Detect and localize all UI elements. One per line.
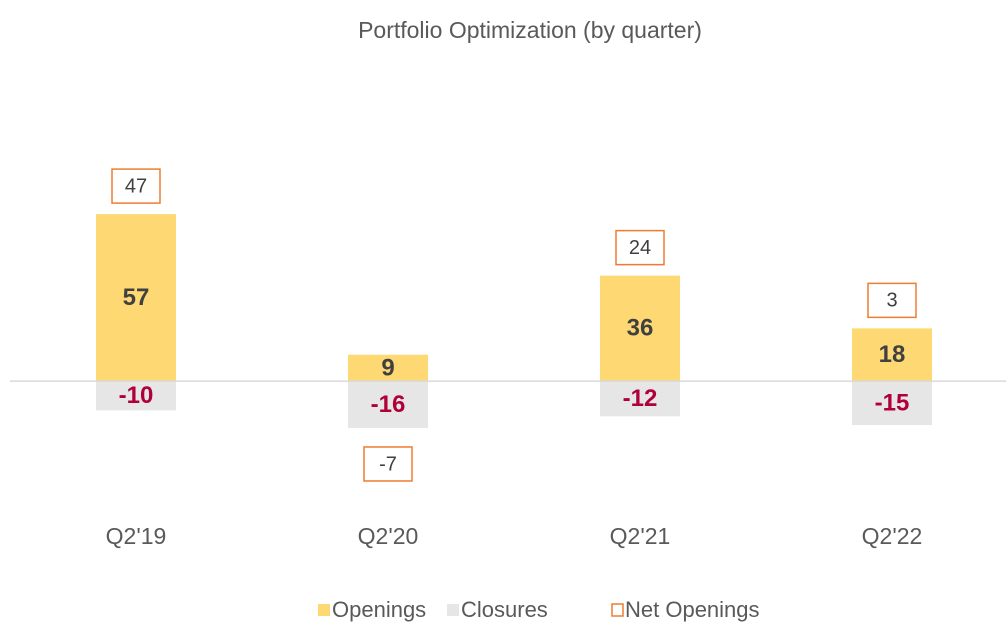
closures-bar	[600, 381, 680, 417]
net-openings-box	[867, 282, 917, 319]
net-openings-box	[111, 168, 161, 204]
legend-swatch	[447, 604, 459, 616]
closures-bar	[852, 381, 932, 426]
legend-label: Net Openings	[625, 597, 760, 622]
net-openings-label: 3	[886, 290, 897, 312]
net-openings-label: 47	[125, 175, 147, 197]
openings-label: 36	[627, 315, 654, 342]
legend-swatch	[318, 604, 330, 616]
x-tick-label: Q2'22	[862, 523, 923, 549]
net-openings-label: -7	[379, 453, 397, 475]
closures-bar	[348, 381, 428, 428]
openings-bar	[600, 275, 680, 382]
closures-label: -16	[371, 391, 406, 418]
x-tick-label: Q2'19	[106, 523, 167, 549]
net-openings-box	[615, 229, 665, 266]
net-openings-box	[363, 446, 413, 482]
closures-label: -12	[623, 385, 658, 412]
openings-label: 9	[381, 354, 394, 381]
openings-bar	[348, 354, 428, 382]
openings-bar	[96, 214, 176, 382]
x-tick-label: Q2'20	[358, 523, 419, 549]
closures-label: -10	[119, 382, 154, 409]
openings-label: 18	[879, 341, 906, 368]
closures-label: -15	[875, 389, 910, 416]
legend-swatch	[611, 603, 624, 617]
closures-bar	[96, 381, 176, 411]
chart-title: Portfolio Optimization (by quarter)	[358, 17, 702, 43]
openings-label: 57	[123, 284, 150, 311]
x-tick-label: Q2'21	[610, 523, 671, 549]
net-openings-label: 24	[629, 237, 651, 259]
openings-bar	[852, 328, 932, 382]
legend-label: Openings	[332, 597, 426, 622]
legend-label: Closures	[461, 597, 548, 622]
